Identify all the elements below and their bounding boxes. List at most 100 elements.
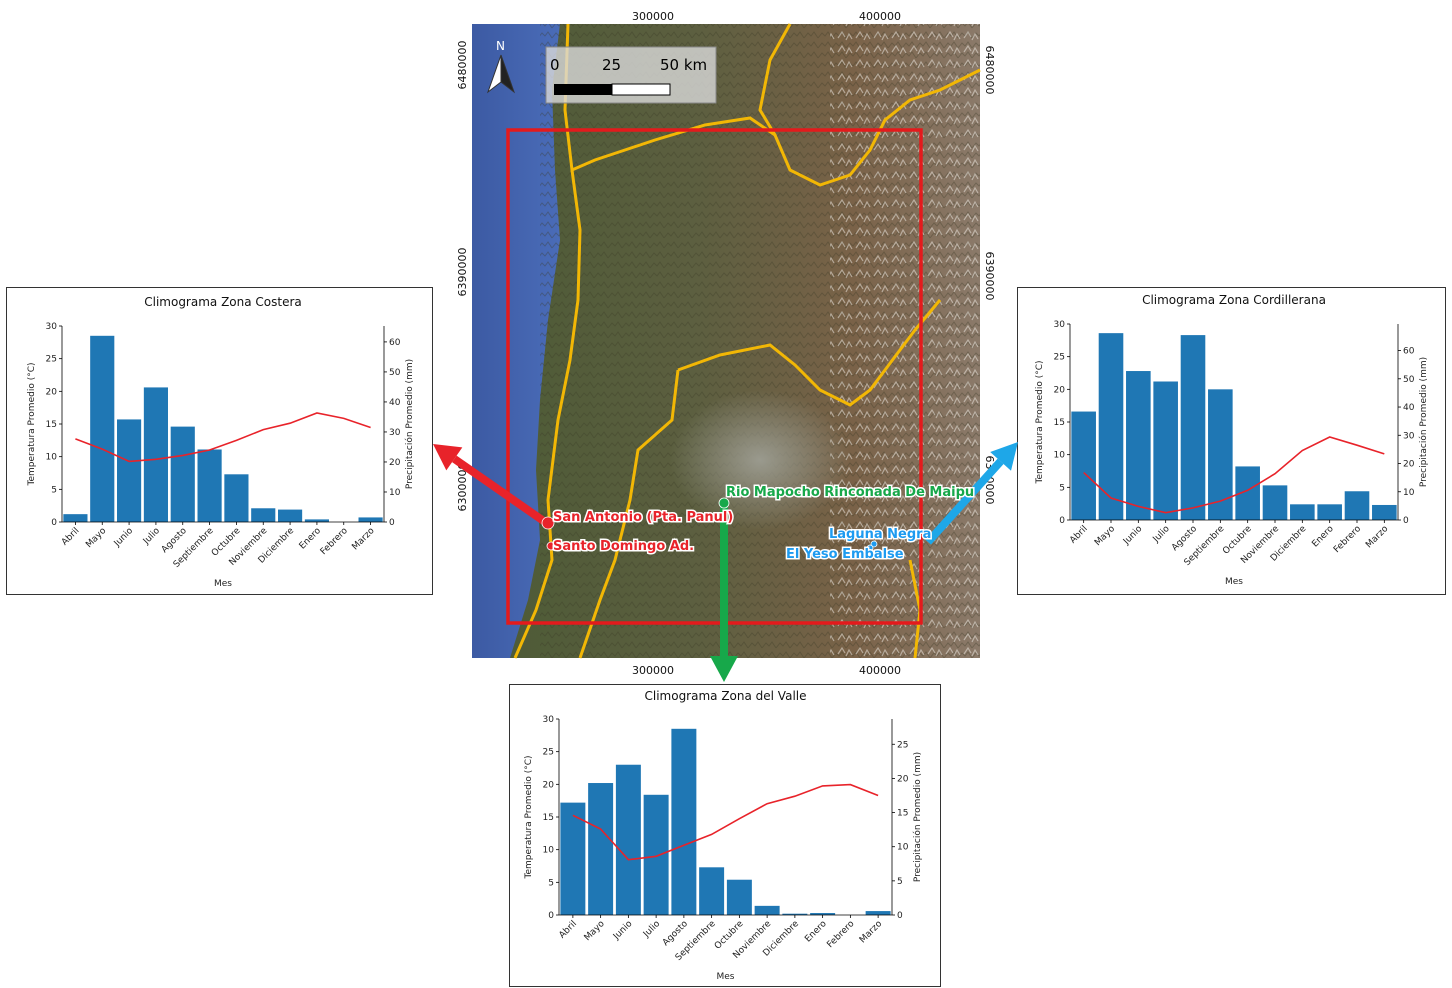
study-area-map: N 0 25 50 km 300000 400000 300000 400000… [440,0,1000,680]
climograph-valle: Climograma Zona del Valle 0 5 10 15 20 25 30 0 5 1… [524,689,923,982]
study-area-rectangle [506,128,923,625]
station-label-1: Santo Domingo Ad. [553,539,694,554]
santiago-urban-area [670,390,850,530]
right-tick-label: 0 [897,911,903,921]
bar-costera-abril [63,514,88,522]
right-tick-label: 20 [1403,460,1415,470]
right-tick-label: 30 [389,428,401,438]
right-tick-label: 10 [1403,488,1415,498]
left-tick-6300000: 6300000 [456,463,469,512]
bar-costera-noviembre [251,508,276,522]
scale-label-0: 0 [550,56,560,74]
bar-costera-diciembre [278,509,303,522]
left-tick-6390000: 6390000 [456,248,469,297]
north-label: N [496,39,505,53]
station-label-4: El Yeso Embalse [786,547,904,562]
right-tick-label: 50 [389,368,401,378]
left-tick-label: 5 [51,485,57,495]
bar-valle-octubre [726,879,752,915]
left-tick-label: 15 [46,420,57,430]
scale-bar: 0 25 50 km [545,46,717,104]
chart-panel-cordillerana: Climograma Zona Cordillerana 0 5 10 15 20 25 30… [1017,287,1446,595]
bar-costera-octubre [224,474,249,522]
bar-valle-agosto [671,728,697,915]
satellite-map: N 0 25 50 km 300000 400000 300000 400000… [456,10,996,677]
station-marker-2 [718,497,730,509]
y2-axis-label: Precipitación Promedio (mm) [1418,357,1429,487]
chart-panel-valle: Climograma Zona del Valle 0 5 10 15 20 25 30 0 5 1… [509,684,941,987]
bar-costera-enero [304,519,329,522]
bar-valle-septiembre [699,867,725,915]
station-marker-0 [541,516,555,530]
arrow-to-costera [433,444,548,526]
arrow-to-cordillerana-shaft [925,458,1004,545]
bar-valle-marzo [865,911,891,915]
right-tick-label: 15 [897,809,908,819]
precipitation-line-valle [572,783,879,861]
station-label-0: San Antonio (Pta. Panul) [553,510,733,525]
bar-valle-abril [560,802,586,915]
bar-costera-junio [117,419,142,522]
bar-valle-enero [810,913,836,915]
right-tick-label: 20 [389,458,401,468]
left-tick-label: 25 [543,748,554,758]
bottom-tick-300000: 300000 [632,664,674,677]
arrow-to-costera-shaft [452,455,548,526]
precipitation-line-cordillerana [1083,436,1385,514]
bar-cordillerana-julio [1153,381,1178,520]
right-tick-6480000: 6480000 [983,46,996,95]
bar-cordillerana-enero [1317,504,1342,520]
left-tick-6480000: 6480000 [456,41,469,90]
precipitation-line-costera [75,412,371,463]
station-marker-1 [546,541,556,551]
bar-costera-mayo [90,335,115,522]
bar-costera-agosto [170,426,195,522]
left-tick-label: 25 [1054,353,1065,363]
station-marker-4 [866,544,874,552]
arrow-to-valle [710,505,738,682]
left-tick-label: 15 [543,813,554,823]
bar-valle-junio [615,764,641,915]
bar-cordillerana-abril [1071,411,1096,520]
bar-cordillerana-junio [1126,371,1151,520]
left-tick-label: 5 [548,878,554,888]
scale-label-50: 50 km [660,56,707,74]
bar-cordillerana-febrero [1344,491,1370,520]
left-tick-label: 10 [46,453,58,463]
x-axis-label: Mes [1225,577,1243,587]
left-tick-label: 30 [543,715,555,725]
chart-title-cordillerana: Climograma Zona Cordillerana [1142,293,1326,307]
right-tick-label: 0 [1403,516,1409,526]
climograph-costera: Climograma Zona Costera 0 5 10 15 20 25 30 0 10 20… [27,295,415,589]
bar-cordillerana-agosto [1180,335,1206,520]
left-tick-label: 0 [1059,516,1065,526]
chart-title-costera: Climograma Zona Costera [144,295,302,309]
bar-cordillerana-marzo [1372,504,1397,520]
bar-valle-noviembre [754,905,780,915]
north-arrow: N [486,39,516,94]
bar-valle-diciembre [782,913,808,915]
x-axis-label: Mes [214,579,232,589]
y2-axis-label: Precipitación Promedio (mm) [404,359,415,489]
right-tick-label: 40 [1403,403,1415,413]
y-axis-label: Temperatura Promedio (°C) [1035,360,1045,484]
left-tick-label: 10 [543,846,555,856]
right-tick-label: 10 [389,488,401,498]
right-tick-6390000: 6390000 [983,252,996,301]
bar-costera-septiembre [197,449,222,522]
left-tick-label: 30 [46,322,58,332]
left-tick-label: 20 [46,387,58,397]
right-tick-label: 60 [389,338,401,348]
pacific-ocean [472,24,560,658]
bar-valle-julio [643,794,669,915]
right-tick-label: 60 [1403,347,1415,357]
left-tick-label: 30 [1054,320,1066,330]
x-axis-label: Mes [717,972,735,982]
left-tick-label: 20 [1054,385,1066,395]
arrow-to-valle-head [710,656,738,682]
right-tick-label: 10 [897,843,909,853]
left-tick-label: 25 [46,355,57,365]
station-label-3: Laguna Negra [829,527,931,542]
station-marker-3 [870,540,878,548]
